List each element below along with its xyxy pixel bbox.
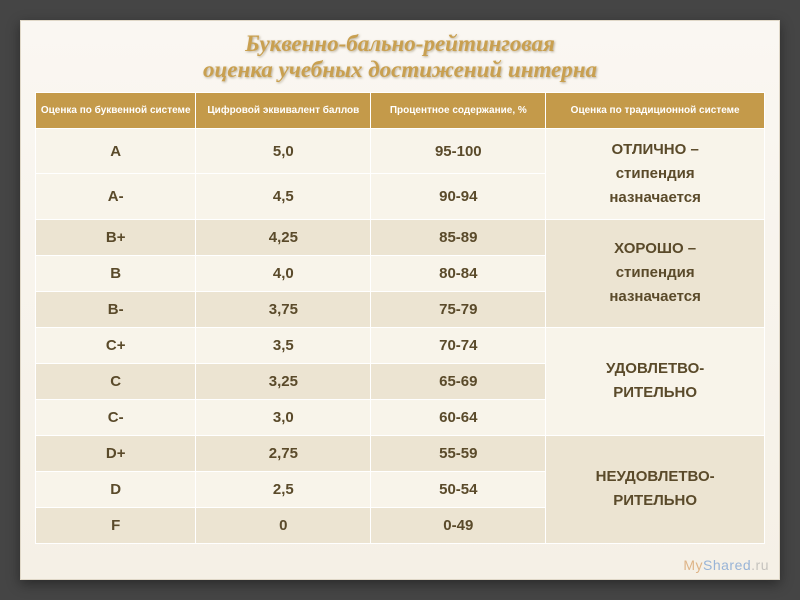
table-row: C+ 3,5 70-74 УДОВЛЕТВО- РИТЕЛЬНО	[36, 327, 765, 363]
cell-num: 4,0	[196, 255, 371, 291]
cell-pct: 95-100	[371, 128, 546, 174]
cell-num: 2,75	[196, 435, 371, 471]
cell-letter: C-	[36, 399, 196, 435]
cell-traditional-excellent: ОТЛИЧНО – стипендия назначается	[546, 128, 765, 219]
table-row: B+ 4,25 85-89 ХОРОШО – стипендия назнача…	[36, 219, 765, 255]
cell-num: 3,0	[196, 399, 371, 435]
cell-letter: D+	[36, 435, 196, 471]
cell-traditional-good: ХОРОШО – стипендия назначается	[546, 219, 765, 327]
cell-pct: 70-74	[371, 327, 546, 363]
cell-pct: 55-59	[371, 435, 546, 471]
grading-table: Оценка по буквенной системе Цифровой экв…	[35, 92, 765, 544]
watermark: MyShared.ru	[683, 557, 769, 573]
cell-pct: 75-79	[371, 291, 546, 327]
cell-num: 4,25	[196, 219, 371, 255]
cell-traditional-satisfactory: УДОВЛЕТВО- РИТЕЛЬНО	[546, 327, 765, 435]
cell-num: 3,75	[196, 291, 371, 327]
slide-title: Буквенно-бально-рейтинговая оценка учебн…	[35, 31, 765, 84]
table-row: D+ 2,75 55-59 НЕУДОВЛЕТВО- РИТЕЛЬНО	[36, 435, 765, 471]
cell-pct: 80-84	[371, 255, 546, 291]
col-traditional-grade: Оценка по традиционной системе	[546, 92, 765, 128]
col-numeric-equivalent: Цифровой эквивалент баллов	[196, 92, 371, 128]
cell-pct: 0-49	[371, 507, 546, 543]
cell-letter: F	[36, 507, 196, 543]
cell-letter: D	[36, 471, 196, 507]
cell-letter: A-	[36, 174, 196, 220]
slide-container: Буквенно-бально-рейтинговая оценка учебн…	[20, 20, 780, 580]
cell-pct: 65-69	[371, 363, 546, 399]
cell-letter: B	[36, 255, 196, 291]
watermark-part-2: Shared	[703, 557, 751, 573]
cell-num: 5,0	[196, 128, 371, 174]
cell-letter: C+	[36, 327, 196, 363]
cell-letter: B+	[36, 219, 196, 255]
cell-pct: 60-64	[371, 399, 546, 435]
table-row: A 5,0 95-100 ОТЛИЧНО – стипендия назнача…	[36, 128, 765, 174]
watermark-part-1: My	[683, 557, 703, 573]
table-header-row: Оценка по буквенной системе Цифровой экв…	[36, 92, 765, 128]
watermark-part-3: .ru	[751, 557, 769, 573]
cell-pct: 90-94	[371, 174, 546, 220]
cell-num: 0	[196, 507, 371, 543]
cell-letter: A	[36, 128, 196, 174]
col-percentage: Процентное содержание, %	[371, 92, 546, 128]
title-line-2: оценка учебных достижений интерна	[203, 57, 597, 82]
cell-num: 3,25	[196, 363, 371, 399]
cell-letter: C	[36, 363, 196, 399]
cell-traditional-unsatisfactory: НЕУДОВЛЕТВО- РИТЕЛЬНО	[546, 435, 765, 543]
cell-num: 4,5	[196, 174, 371, 220]
title-line-1: Буквенно-бально-рейтинговая	[245, 31, 555, 56]
cell-num: 3,5	[196, 327, 371, 363]
col-letter-grade: Оценка по буквенной системе	[36, 92, 196, 128]
cell-letter: B-	[36, 291, 196, 327]
cell-num: 2,5	[196, 471, 371, 507]
cell-pct: 50-54	[371, 471, 546, 507]
cell-pct: 85-89	[371, 219, 546, 255]
